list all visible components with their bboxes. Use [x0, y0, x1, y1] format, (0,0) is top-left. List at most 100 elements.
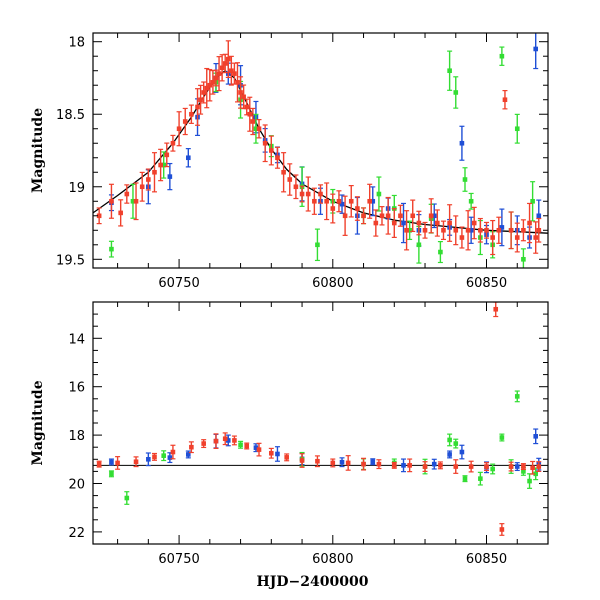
- data-point-green: [520, 248, 526, 268]
- data-point-green: [437, 240, 443, 264]
- data-point-blue: [514, 462, 520, 472]
- data-point-red: [342, 195, 348, 236]
- data-point-red: [354, 196, 360, 221]
- data-point-red: [477, 217, 483, 243]
- data-point-red: [151, 452, 157, 461]
- data-point-red: [222, 53, 228, 74]
- data-point-red: [379, 206, 385, 226]
- data-point-red: [484, 462, 490, 472]
- y-axis-label: Magnitude: [30, 108, 46, 193]
- data-point-red: [318, 184, 323, 204]
- data-point-red: [96, 207, 102, 225]
- y-tick-label: 19: [68, 181, 85, 196]
- y-axis-ticks: [93, 301, 548, 545]
- data-point-red: [459, 226, 465, 249]
- data-point-green: [477, 471, 483, 486]
- y-tick-label: 14: [68, 332, 85, 347]
- data-point-red: [440, 220, 446, 241]
- data-point-red: [324, 182, 330, 221]
- data-point-green: [108, 470, 114, 478]
- data-point-red: [447, 204, 453, 242]
- data-point-green: [161, 450, 167, 462]
- data-point-red: [133, 182, 139, 221]
- data-point-red: [198, 84, 204, 115]
- data-point-red: [437, 461, 443, 470]
- data-point-red: [502, 89, 508, 110]
- data-point-green: [447, 50, 453, 91]
- data-point-red: [508, 211, 514, 250]
- data-point-blue: [339, 194, 345, 214]
- data-point-red: [330, 458, 336, 468]
- x-tick-label: 60750: [158, 276, 199, 291]
- data-point-blue: [447, 450, 453, 459]
- y-axis-label: Magnitude: [30, 380, 46, 465]
- data-point-red: [293, 174, 299, 200]
- plot-area: [93, 33, 548, 268]
- data-point-blue: [370, 186, 376, 217]
- data-point-red: [299, 185, 305, 203]
- data-point-red: [520, 463, 526, 471]
- data-point-red: [201, 81, 207, 104]
- data-point-red: [170, 134, 176, 152]
- data-point-red: [465, 210, 471, 251]
- data-point-red: [182, 107, 188, 136]
- x-axis-ticks: [117, 33, 549, 268]
- data-point-green: [314, 228, 320, 262]
- y-tick-label: 18: [68, 36, 85, 51]
- data-point-red: [520, 219, 526, 242]
- data-point-red: [490, 219, 496, 256]
- data-point-red: [330, 193, 336, 224]
- data-point-blue: [108, 458, 114, 466]
- data-point-red: [305, 176, 311, 212]
- data-point-green: [499, 46, 505, 66]
- data-point-red: [361, 207, 367, 225]
- data-point-blue: [499, 208, 505, 247]
- data-point-red: [287, 163, 293, 196]
- data-point-green: [238, 440, 244, 449]
- data-point-red: [151, 152, 157, 193]
- data-point-green: [124, 491, 130, 505]
- y-tick-label: 18.5: [56, 108, 85, 123]
- data-point-red: [225, 40, 231, 78]
- y-tick-label: 20: [68, 478, 85, 493]
- data-point-red: [250, 107, 256, 136]
- data-point-green: [376, 176, 382, 212]
- x-tick-label: 60750: [158, 552, 199, 567]
- data-point-red: [453, 459, 459, 474]
- data-point-red: [170, 444, 176, 460]
- data-point-red: [256, 119, 262, 139]
- plot-frame: [92, 301, 549, 545]
- data-point-green: [108, 240, 114, 258]
- data-point-blue: [533, 428, 539, 445]
- data-point-red: [434, 209, 440, 237]
- data-point-red: [391, 461, 397, 469]
- data-point-blue: [167, 162, 173, 191]
- x-tick-label: 60850: [466, 552, 507, 567]
- data-point-red: [268, 447, 274, 459]
- data-point-blue: [185, 450, 191, 459]
- data-point-red: [422, 221, 428, 239]
- y-tick-label: 22: [68, 526, 85, 541]
- data-point-blue: [533, 33, 539, 70]
- data-point-green: [407, 220, 413, 241]
- plot-area: [93, 302, 548, 536]
- data-point-red: [471, 206, 477, 240]
- x-axis-label: HJD−2400000: [257, 574, 369, 590]
- data-point-red: [216, 56, 222, 92]
- data-point-red: [407, 458, 413, 473]
- data-point-red: [468, 460, 474, 473]
- panel-top-light-curve: 60750 60800 60850 18 18.5 19 19.5 Magnitude: [30, 32, 549, 291]
- data-point-green: [490, 463, 496, 475]
- data-point-green: [453, 76, 459, 109]
- data-point-red: [348, 185, 354, 218]
- data-point-blue: [370, 458, 376, 466]
- data-point-red: [228, 55, 234, 86]
- data-point-red: [361, 457, 367, 471]
- data-point-red: [373, 209, 379, 237]
- data-point-red: [234, 62, 240, 103]
- data-point-red: [499, 523, 505, 536]
- data-point-red: [274, 146, 280, 169]
- data-point-red: [244, 442, 250, 450]
- x-tick-label: 60800: [312, 552, 353, 567]
- data-point-red: [453, 215, 459, 246]
